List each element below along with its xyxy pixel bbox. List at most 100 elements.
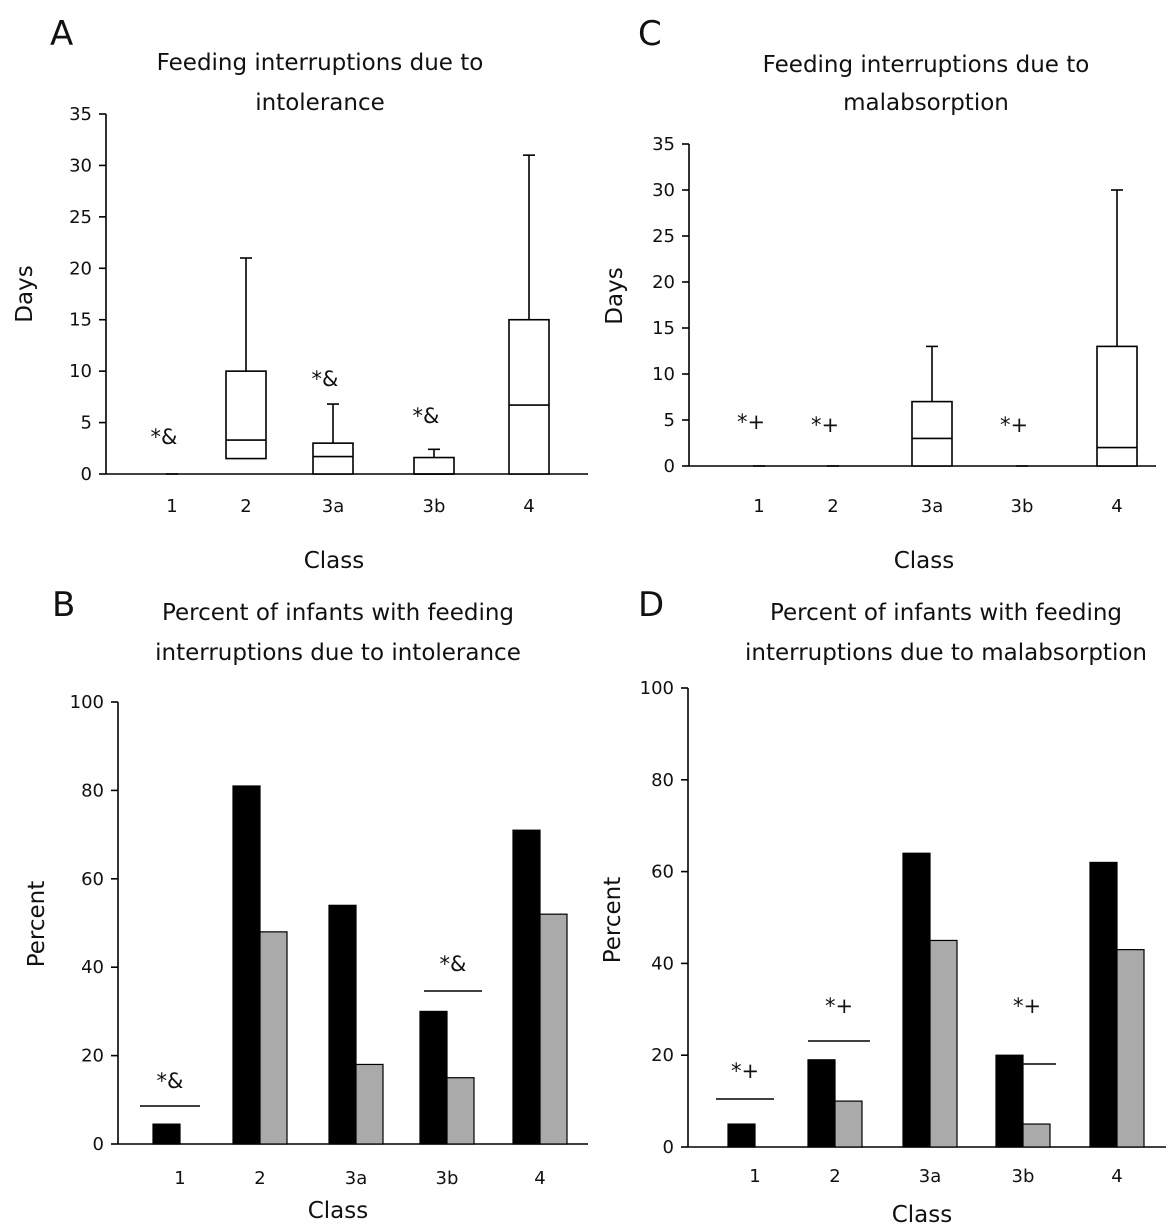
chart-title-line: interruptions due to intolerance [155,640,521,666]
x-tick-label: 4 [534,1168,545,1189]
significance-annotation: *& [440,952,467,976]
y-tick-label: 30 [652,180,675,201]
y-tick-label: 20 [81,1046,104,1067]
x-tick-label: 1 [166,496,177,517]
panel-a-letter: A [50,14,73,54]
significance-annotation: *+ [811,413,839,437]
bar-series-1 [902,852,931,1148]
bar-series-1 [419,1010,448,1145]
x-tick-label: 4 [523,496,534,517]
significance-annotation: *& [157,1069,184,1093]
box-rect [312,442,354,475]
bar-series-1 [727,1123,756,1148]
y-tick-label: 20 [651,1045,674,1066]
y-tick-label: 0 [81,464,92,485]
bar-series-1 [995,1054,1024,1148]
x-axis-label: Class [892,1202,953,1226]
significance-annotation: *+ [1013,994,1041,1018]
bar-series-1 [512,829,541,1145]
x-tick-label: 1 [174,1168,185,1189]
significance-annotation: *& [312,367,339,391]
x-tick-label: 4 [1111,496,1122,517]
chart-title-line: Feeding interruptions due to [157,50,484,76]
y-tick-label: 25 [69,207,92,228]
x-axis-label: Class [304,548,365,574]
y-tick-label: 100 [640,678,674,699]
bar-series-2 [355,1063,384,1145]
x-tick-label: 2 [827,496,838,517]
x-tick-label: 3b [423,496,446,517]
y-tick-label: 80 [651,770,674,791]
x-axis-label: Class [308,1198,369,1224]
significance-annotation: *+ [737,410,765,434]
box-rect [1096,345,1138,467]
y-axis-label: Days [12,265,38,322]
y-tick-label: 0 [663,1137,674,1158]
x-tick-label: 1 [749,1166,760,1187]
significance-annotation: *+ [731,1059,759,1083]
x-tick-label: 4 [1111,1166,1122,1187]
panel-c-letter: C [638,14,662,54]
y-tick-label: 10 [652,364,675,385]
bar-series-1 [807,1059,836,1148]
y-tick-label: 15 [652,318,675,339]
significance-annotation: *& [413,404,440,428]
x-tick-label: 2 [240,496,251,517]
x-tick-label: 3b [1012,1166,1035,1187]
panel-d-letter: D [638,585,664,625]
y-tick-label: 5 [664,410,675,431]
x-tick-label: 3a [919,1166,941,1187]
x-tick-label: 3a [345,1168,367,1189]
y-axis-label: Percent [24,881,50,968]
bar-series-1 [328,904,357,1145]
y-tick-label: 60 [81,869,104,890]
y-tick-label: 20 [69,258,92,279]
bar-series-2 [1022,1123,1051,1148]
chart-title-line: intolerance [255,90,385,116]
y-tick-label: 40 [81,957,104,978]
y-tick-label: 80 [81,780,104,801]
bar-series-1 [232,785,261,1145]
y-tick-label: 60 [651,862,674,883]
box-rect [225,370,267,460]
y-tick-label: 40 [651,953,674,974]
chart-title-line: interruptions due to malabsorption [745,640,1147,666]
y-axis-label: Percent [600,877,626,964]
x-tick-label: 3a [322,496,344,517]
y-tick-label: 35 [69,104,92,125]
bar-series-2 [446,1077,475,1145]
bar-series-2 [929,939,958,1148]
y-tick-label: 0 [664,456,675,477]
panel-b-letter: B [52,585,75,625]
y-tick-label: 35 [652,134,675,155]
bar-series-2 [259,931,288,1145]
significance-annotation: *& [151,425,178,449]
y-tick-label: 30 [69,155,92,176]
y-tick-label: 10 [69,361,92,382]
bar-series-2 [1116,949,1145,1148]
y-tick-label: 25 [652,226,675,247]
chart-title-line: Percent of infants with feeding [770,600,1122,626]
y-tick-label: 20 [652,272,675,293]
significance-annotation: *+ [825,994,853,1018]
chart-title-line: Percent of infants with feeding [162,600,514,626]
x-tick-label: 1 [753,496,764,517]
y-tick-label: 5 [81,413,92,434]
x-tick-label: 3b [1011,496,1034,517]
bar-series-2 [539,913,568,1145]
x-tick-label: 3b [436,1168,459,1189]
y-axis-label: Days [602,267,628,324]
x-tick-label: 2 [829,1166,840,1187]
bar-series-2 [834,1100,863,1148]
x-axis-label: Class [894,548,955,574]
y-tick-label: 100 [70,692,104,713]
x-tick-label: 2 [254,1168,265,1189]
box-rect [508,318,550,475]
chart-title-line: malabsorption [843,90,1009,116]
box-rect [911,400,953,467]
y-tick-label: 0 [93,1134,104,1155]
box-rect [413,456,455,475]
y-tick-label: 15 [69,310,92,331]
bar-series-1 [152,1123,181,1145]
